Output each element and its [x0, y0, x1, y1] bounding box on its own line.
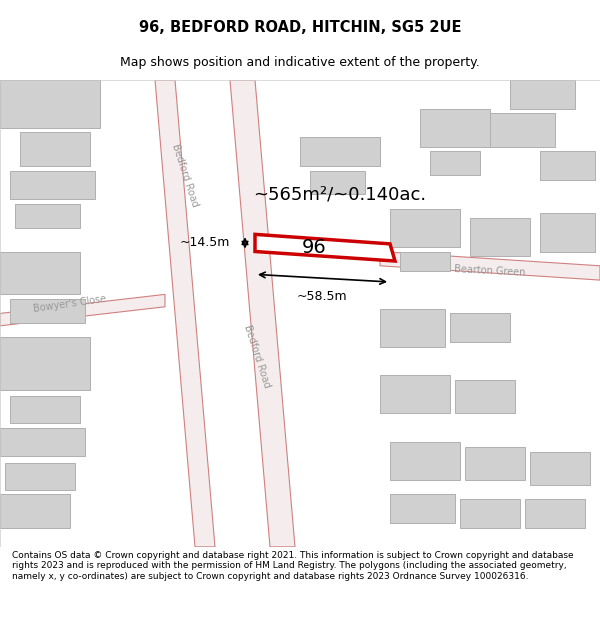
Polygon shape: [15, 204, 80, 228]
Polygon shape: [400, 251, 450, 271]
Polygon shape: [390, 209, 460, 247]
Text: Bowyer's Close: Bowyer's Close: [33, 294, 107, 314]
Polygon shape: [460, 499, 520, 528]
Polygon shape: [0, 251, 80, 294]
Polygon shape: [510, 80, 575, 109]
Polygon shape: [300, 137, 380, 166]
Polygon shape: [0, 80, 100, 128]
Text: Bedford Road: Bedford Road: [170, 142, 200, 208]
Polygon shape: [0, 294, 165, 326]
Polygon shape: [530, 452, 590, 485]
Text: Bedford Road: Bedford Road: [242, 324, 272, 389]
Polygon shape: [0, 428, 85, 456]
Polygon shape: [430, 151, 480, 175]
Polygon shape: [450, 314, 510, 342]
Polygon shape: [5, 463, 75, 490]
Polygon shape: [390, 442, 460, 480]
Polygon shape: [10, 396, 80, 423]
Polygon shape: [470, 218, 530, 256]
Polygon shape: [490, 113, 555, 147]
Polygon shape: [380, 251, 600, 280]
Polygon shape: [380, 376, 450, 414]
Polygon shape: [525, 499, 585, 528]
Text: Bearton Green: Bearton Green: [454, 264, 526, 278]
Polygon shape: [0, 494, 70, 528]
Polygon shape: [540, 213, 595, 251]
Polygon shape: [155, 80, 215, 547]
Text: Contains OS data © Crown copyright and database right 2021. This information is : Contains OS data © Crown copyright and d…: [12, 551, 574, 581]
Polygon shape: [10, 171, 95, 199]
Polygon shape: [20, 132, 90, 166]
Text: ~58.5m: ~58.5m: [296, 289, 347, 302]
Text: 96: 96: [301, 238, 326, 258]
Polygon shape: [390, 494, 455, 523]
Polygon shape: [0, 338, 90, 389]
Text: ~14.5m: ~14.5m: [179, 236, 230, 249]
Polygon shape: [420, 109, 490, 147]
Text: 96, BEDFORD ROAD, HITCHIN, SG5 2UE: 96, BEDFORD ROAD, HITCHIN, SG5 2UE: [139, 20, 461, 35]
Polygon shape: [380, 309, 445, 347]
Polygon shape: [230, 80, 295, 547]
Polygon shape: [10, 299, 85, 323]
Polygon shape: [540, 151, 595, 180]
Text: Map shows position and indicative extent of the property.: Map shows position and indicative extent…: [120, 56, 480, 69]
Polygon shape: [455, 380, 515, 414]
Text: ~565m²/~0.140ac.: ~565m²/~0.140ac.: [253, 186, 427, 204]
Polygon shape: [465, 447, 525, 480]
Polygon shape: [255, 234, 395, 261]
Polygon shape: [310, 171, 365, 194]
